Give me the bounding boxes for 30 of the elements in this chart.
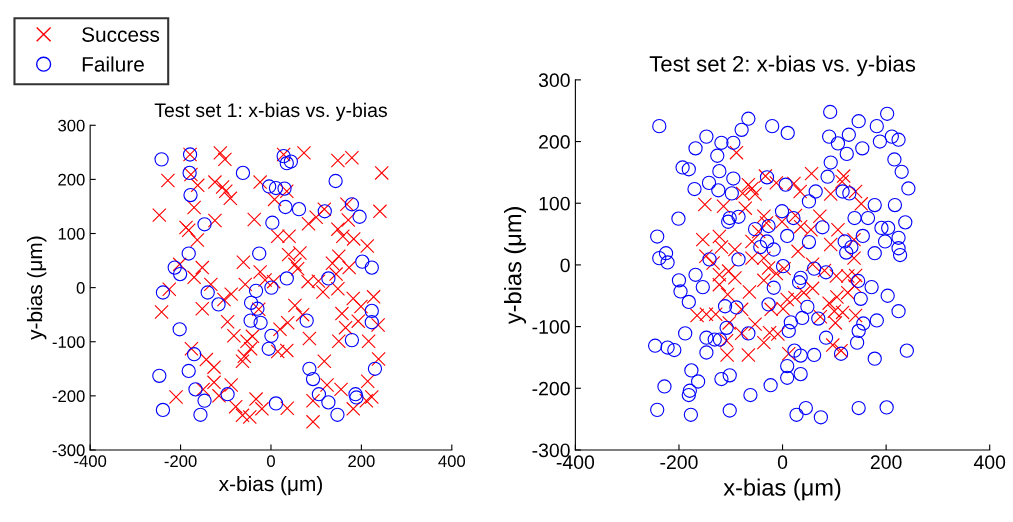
legend-label: Success [82,27,160,42]
y-tick-label: 200 [58,173,85,186]
x-tick-label: 400 [438,455,466,468]
x-tick-label: 0 [777,455,788,470]
y-tick-label: 300 [58,119,85,132]
y-tick-label: -200 [52,390,85,403]
y-tick-label: 100 [58,227,85,240]
x-tick-label: -400 [74,455,107,468]
y-tick-label: -100 [532,320,570,334]
x-tick-label: -200 [164,455,197,468]
y-tick-label: 0 [560,258,570,273]
y-tick-label: -300 [52,444,85,457]
y-tick-label: 300 [538,73,570,88]
y-tick-label: 0 [76,282,85,294]
y-tick-label: 200 [539,135,570,149]
x-tick-label: 400 [973,455,1006,470]
y-tick-label: -100 [52,336,85,348]
x-tick-label: 200 [870,455,902,470]
y-tick-label: -200 [532,381,570,396]
legend-label: Failure [82,56,144,72]
chart-title: Test set 2: x-bias vs. y-bias [649,55,916,77]
chart-title: Test set 1: x-bias vs. y-bias [154,102,387,121]
y-axis-title: y-bias (μm) [26,236,47,340]
x-tick-label: 0 [266,455,275,468]
x-tick-label: 200 [348,455,375,468]
x-tick-label: -200 [660,455,698,470]
x-axis-title: x-bias (μm) [218,475,322,496]
y-axis-title: y-bias (μm) [504,207,527,325]
y-tick-label: 100 [539,196,570,211]
x-axis-title: x-bias (μm) [723,478,841,501]
